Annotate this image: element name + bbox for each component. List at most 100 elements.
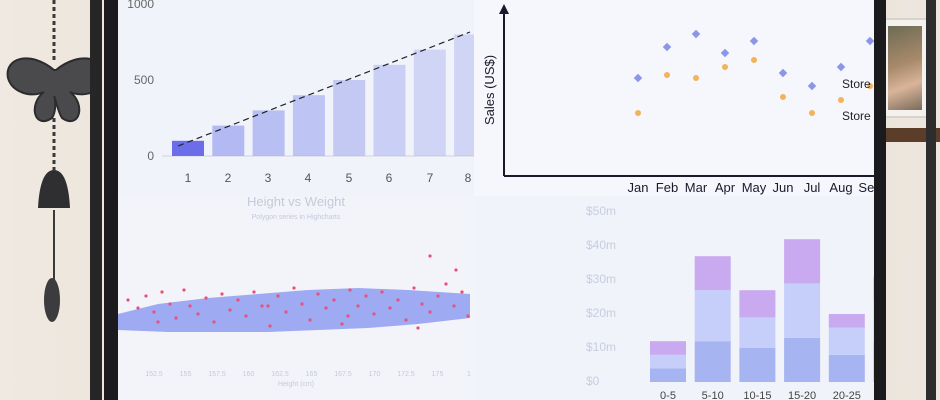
scatter-point [412, 286, 416, 290]
scatter-points [126, 254, 470, 330]
dot-store-b-jan [635, 110, 641, 116]
scatter-point [466, 314, 470, 318]
scatter-point [364, 294, 368, 298]
scatter-point [174, 316, 178, 320]
x-tick: 20-25 [833, 390, 861, 400]
column-4-segment-3 [784, 239, 821, 284]
scatter-point [276, 294, 280, 298]
dot-store-a-aug [836, 62, 846, 72]
dot-store-b-aug [838, 97, 844, 103]
month-label-feb: Feb [656, 180, 678, 195]
x-tick: 0-5 [660, 390, 676, 400]
scatter-point [136, 306, 140, 310]
column-1-segment-2 [650, 354, 686, 369]
dot-store-a-apr [720, 48, 730, 58]
column-2-segment-1 [694, 341, 731, 382]
framed-photo [888, 26, 922, 110]
scatter-point [452, 304, 456, 308]
scatter-point [346, 314, 350, 318]
scatter-point [396, 298, 400, 302]
x-tick-1: 1 [185, 171, 192, 185]
trend-line [177, 31, 471, 147]
dot-store-b-may [751, 57, 757, 63]
stand-post-left [90, 0, 102, 400]
column-3-segment-1 [739, 348, 776, 382]
bar-chart-panel: 1000 500 0 1 2 3 4 5 6 7 8 [118, 0, 487, 196]
scatter-point [188, 304, 192, 308]
dot-store-a-mar [691, 29, 701, 39]
dot-store-b-jun [780, 94, 786, 100]
scatter-point [444, 282, 448, 286]
column-4-segment-1 [784, 337, 821, 382]
scatter-point [156, 320, 160, 324]
scatter-point [212, 320, 216, 324]
dot-store-a-jan [633, 73, 643, 83]
bar-chart: 1000 500 0 1 2 3 4 5 6 7 8 [127, 0, 487, 185]
x-tick-6: 6 [386, 171, 393, 185]
bar-6 [373, 64, 406, 156]
column-2-segment-2 [694, 290, 731, 342]
x-tick: 160 [243, 371, 255, 378]
x-tick: 162.5 [271, 371, 289, 378]
y-tick: $50m [586, 204, 616, 218]
y-tick-1000: 1000 [127, 0, 154, 11]
bar-5 [333, 80, 366, 156]
column-5-segment-3 [828, 314, 865, 328]
scatter-point [372, 312, 376, 316]
x-tick: 165 [306, 371, 318, 378]
x-tick-4: 4 [305, 171, 312, 185]
x-tick: 15-20 [788, 390, 816, 400]
bar-7 [413, 49, 446, 156]
chart-title: Height vs Weight [247, 196, 345, 209]
scatter-point [324, 306, 328, 310]
y-tick-labels: $0 $10m $20m $30m $40m $50m [586, 204, 616, 388]
y-tick-500: 500 [134, 73, 154, 87]
column-6-segment-1 [873, 341, 874, 382]
y-tick: $30m [586, 272, 616, 286]
picture-frame [880, 18, 930, 118]
month-label-mar: Mar [685, 180, 708, 195]
sales-dot-chart-panel: Sales (US$) JanFebMarAprMayJunJulAugSepO… [474, 0, 874, 196]
dot-store-a-sep [865, 36, 874, 46]
y-tick: $40m [586, 238, 616, 252]
height-weight-chart-panel: Height vs Weight Polygon series in Highc… [118, 194, 474, 400]
scatter-point [428, 254, 432, 258]
column-5-segment-1 [828, 354, 865, 382]
scatter-point [260, 304, 264, 308]
month-label-aug: Aug [829, 180, 852, 195]
scatter-point [228, 308, 232, 312]
dot-store-b-feb [664, 72, 670, 78]
weight-range-polygon [118, 288, 470, 332]
scatter-point [144, 294, 148, 298]
column-group [650, 239, 874, 382]
scatter-point [182, 288, 186, 292]
column-5-segment-2 [828, 327, 865, 355]
stacked-column-chart: $0 $10m $20m $30m $40m $50m 0-5 5-10 10-15 15-20… [586, 204, 874, 400]
column-6-segment-3 [873, 276, 874, 301]
dot-store-b-mar [693, 75, 699, 81]
scatter-point [160, 290, 164, 294]
scatter-point [168, 302, 172, 306]
scatter-point [436, 294, 440, 298]
x-tick: 175 [432, 371, 444, 378]
y-tick: $20m [586, 306, 616, 320]
column-6-segment-2 [873, 300, 874, 342]
column-1-segment-3 [650, 341, 686, 355]
x-tick: 10-15 [743, 390, 771, 400]
scatter-point [268, 324, 272, 328]
dot-store-a-feb [662, 42, 672, 52]
scatter-point [266, 304, 270, 308]
column-2-segment-3 [694, 256, 731, 291]
month-label-jul: Jul [804, 180, 821, 195]
scatter-point [454, 268, 458, 272]
scatter-point [244, 314, 248, 318]
x-tick-7: 7 [427, 171, 434, 185]
y-tick: $10m [586, 340, 616, 354]
series-label-store-b: Store [842, 109, 871, 123]
scatter-point [204, 296, 208, 300]
bar-4 [292, 95, 325, 156]
y-tick-0: 0 [147, 149, 154, 163]
month-label-may: May [742, 180, 767, 195]
bar-3 [252, 110, 285, 156]
